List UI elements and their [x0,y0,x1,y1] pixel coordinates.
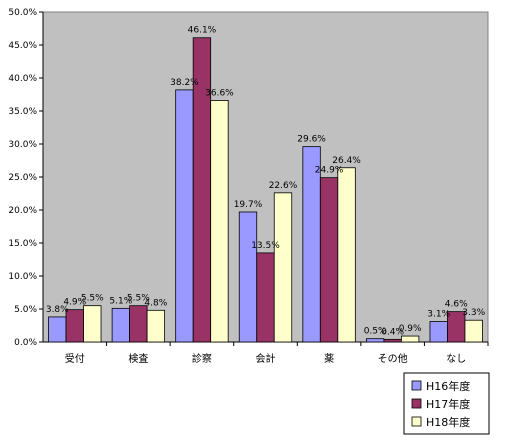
bar [429,321,448,343]
bar [111,307,131,343]
x-category-label: 受付 [65,352,85,365]
data-label: 46.1% [188,26,217,36]
y-tick-label: 45.0% [8,41,37,51]
y-tick-label: 40.0% [8,74,37,84]
data-label: 0.5% [364,327,387,337]
legend-swatch [411,380,422,391]
legend-swatch [411,398,422,409]
data-label: 24.9% [315,166,344,176]
legend-swatch [411,416,422,427]
data-label: 13.5% [251,241,280,251]
bar [273,192,293,343]
data-label: 4.9% [63,298,86,308]
x-category-label: その他 [378,352,408,365]
data-label: 0.9% [399,324,422,334]
bar [319,177,339,343]
y-tick-label: 15.0% [8,239,37,249]
data-label: 22.6% [269,181,298,191]
bar [175,89,194,343]
bar [210,100,229,343]
y-tick-label: 10.0% [8,272,37,282]
y-tick-label: 30.0% [8,140,37,150]
data-label: 19.7% [234,200,263,210]
bar [256,252,275,343]
bar [83,305,102,343]
data-label: 3.1% [427,310,450,320]
y-tick-label: 20.0% [8,206,37,216]
x-category-label: なし [446,353,466,365]
data-label: 3.8% [46,305,69,315]
data-label: 5.5% [81,294,104,304]
legend-label: H18年度 [426,415,470,429]
data-label: 4.6% [445,300,468,310]
legend-label: H17年度 [426,397,470,411]
bar [48,316,67,343]
data-label: 36.6% [205,88,234,98]
data-label: 26.4% [332,156,361,166]
y-tick-label: 5.0% [14,305,37,315]
bar [464,319,483,343]
y-tick-label: 50.0% [8,8,37,18]
data-label: 29.6% [297,135,326,145]
y-tick-label: 0.0% [14,338,37,348]
x-category-label: 薬 [324,353,334,365]
bar [129,305,148,343]
x-category-label: 検査 [128,352,148,365]
bar [400,335,420,343]
data-label: 0.4% [381,327,404,337]
x-category-label: 診察 [192,352,212,365]
y-tick-label: 25.0% [8,173,37,183]
bar [365,338,385,343]
data-label: 38.2% [170,78,199,88]
data-label: 3.3% [462,308,485,318]
data-label: 5.5% [127,294,150,304]
bar [146,309,166,343]
bar [383,338,402,343]
bar [302,146,321,343]
bar [238,211,258,343]
legend-label: H16年度 [426,379,470,393]
data-label: 5.1% [109,296,132,306]
y-tick-label: 35.0% [8,107,37,117]
bar [337,167,356,343]
x-category-label: 会計 [256,352,276,365]
data-label: 4.8% [144,298,167,308]
